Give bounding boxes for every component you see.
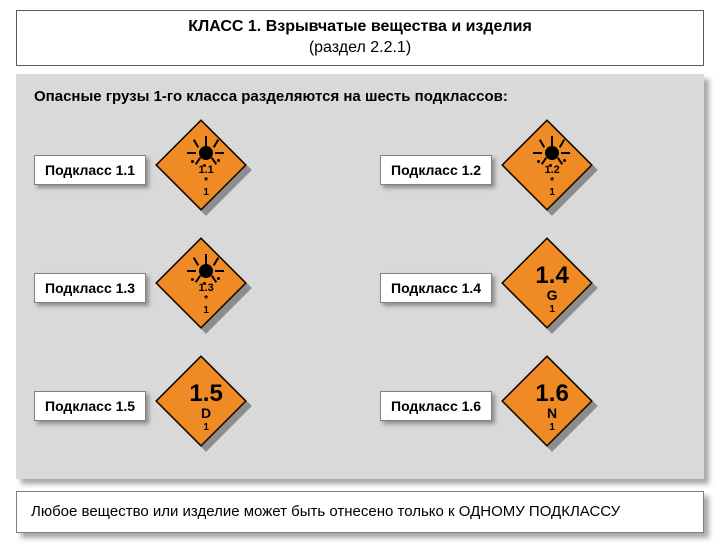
subheading: Опасные грузы 1-го класса разделяются на… xyxy=(34,88,686,105)
placard-class: 1 xyxy=(549,188,555,198)
placard-class: 1 xyxy=(203,423,209,433)
placard-number: 1.2 xyxy=(544,165,559,176)
subclass-label: Подкласс 1.5 xyxy=(34,391,146,421)
placard-number: 1.3 xyxy=(198,283,213,294)
subclass-cell: Подкласс 1.4 1.4G 1 xyxy=(380,233,686,343)
title-line2: (раздел 2.2.1) xyxy=(309,39,411,56)
placard-star: * xyxy=(204,294,208,306)
subclass-label: Подкласс 1.3 xyxy=(34,273,146,303)
hazard-placard: 1.4G 1 xyxy=(502,238,602,338)
placard-star: * xyxy=(204,176,208,188)
placard-group: D xyxy=(201,406,211,421)
hazard-placard: 1.3*1 xyxy=(156,238,256,338)
subclass-label: Подкласс 1.1 xyxy=(34,155,146,185)
subclass-label: Подкласс 1.2 xyxy=(380,155,492,185)
placard-class: 1 xyxy=(549,423,555,433)
placard-class: 1 xyxy=(203,188,209,198)
title-line1: КЛАСС 1. Взрывчатые вещества и изделия xyxy=(188,18,532,35)
hazard-placard: 1.6N 1 xyxy=(502,356,602,456)
subclass-cell: Подкласс 1.2 1.2*1 xyxy=(380,115,686,225)
subclass-label: Подкласс 1.4 xyxy=(380,273,492,303)
explosion-icon xyxy=(191,142,221,164)
placard-group: N xyxy=(547,406,557,421)
subclass-cell: Подкласс 1.6 1.6N 1 xyxy=(380,351,686,461)
hazard-placard: 1.2*1 xyxy=(502,120,602,220)
subclass-cell: Подкласс 1.5 1.5D 1 xyxy=(34,351,340,461)
subclass-label: Подкласс 1.6 xyxy=(380,391,492,421)
title-box: КЛАСС 1. Взрывчатые вещества и изделия (… xyxy=(16,10,704,66)
placard-number: 1.5 xyxy=(189,382,222,406)
explosion-icon xyxy=(191,260,221,282)
footer-note: Любое вещество или изделие может быть от… xyxy=(16,491,704,533)
main-panel: Опасные грузы 1-го класса разделяются на… xyxy=(16,74,704,479)
placard-group: G xyxy=(547,288,558,303)
placard-number: 1.6 xyxy=(535,382,568,406)
subclass-cell: Подкласс 1.1 1.1*1 xyxy=(34,115,340,225)
placard-class: 1 xyxy=(203,306,209,316)
hazard-placard: 1.1*1 xyxy=(156,120,256,220)
placard-star: * xyxy=(550,176,554,188)
explosion-icon xyxy=(537,142,567,164)
placard-number: 1.4 xyxy=(535,264,568,288)
subclass-cell: Подкласс 1.3 1.3*1 xyxy=(34,233,340,343)
placard-class: 1 xyxy=(549,305,555,315)
subclass-grid: Подкласс 1.1 1.1*1 Подкласс 1.2 1.2*1 По… xyxy=(34,115,686,461)
hazard-placard: 1.5D 1 xyxy=(156,356,256,456)
placard-number: 1.1 xyxy=(198,165,213,176)
